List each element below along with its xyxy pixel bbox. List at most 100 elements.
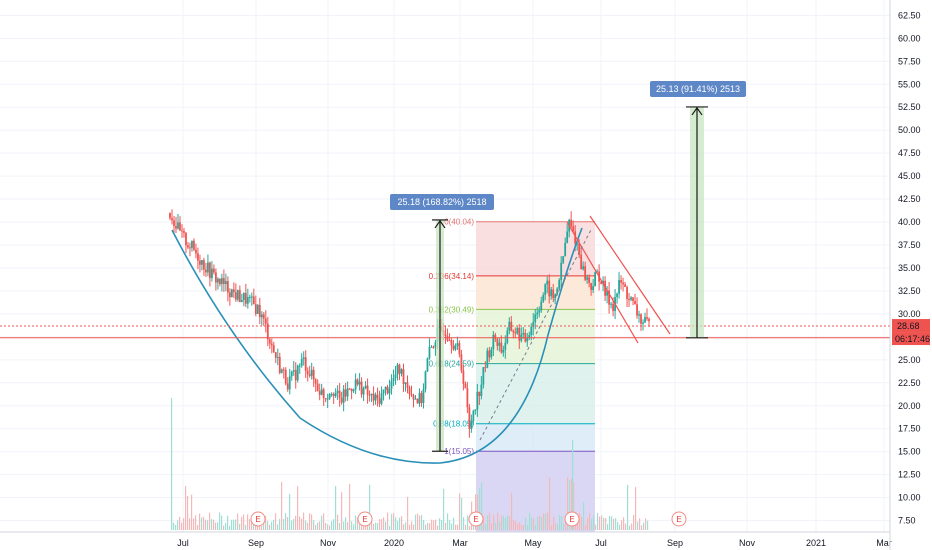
candle-body [268,339,271,344]
volume-bar [415,514,417,530]
x-tick-label: Nov [320,538,337,548]
candle-body [474,409,477,411]
earnings-icon[interactable] [250,511,266,527]
volume-bar [547,512,549,530]
volume-bar [409,524,411,530]
volume-bar [403,524,405,530]
candle-body [530,326,533,335]
earnings-icon[interactable] [468,511,484,527]
candle-body [580,254,583,270]
candle-body [510,321,513,331]
volume-bar [572,440,574,530]
candle-body [234,292,237,300]
volume-bar [395,517,397,530]
volume-bar [273,519,275,530]
volume-bar [355,515,357,530]
channel-upper-line[interactable] [589,215,671,335]
candle-body [532,322,535,327]
candle-body [550,289,553,297]
volume-bar [397,520,399,530]
candle-body [330,394,333,396]
candle-body [488,350,491,358]
candle-body [458,343,461,355]
candle-body [586,277,589,280]
candle-body [346,388,349,397]
trend-dashed-line[interactable] [479,227,593,441]
candle-body [574,231,577,244]
measure-1-badge[interactable] [390,193,494,210]
volume-bar [549,477,551,530]
candle-body [402,369,405,384]
volume-bar [351,521,353,530]
volume-bar [645,518,647,530]
earnings-label: E [255,515,260,524]
candle-body [332,394,335,397]
candle-body [284,369,287,384]
candle-body [480,384,483,396]
volume-bar [317,522,319,530]
candle-body [254,304,257,314]
volume-bar [489,512,491,530]
volume-bar [259,524,261,530]
candle-body [207,262,209,273]
cup-curve-drawing[interactable] [171,227,583,464]
drawings[interactable] [0,215,890,464]
candle-body [244,292,247,304]
volume-bar [481,482,483,530]
candle-body [596,271,599,273]
candle-body [432,346,435,348]
volume-bar [579,512,581,530]
candle-body [270,343,273,346]
volume-bar [249,519,251,530]
volume-bar [187,495,189,530]
channel-lower-line[interactable] [566,221,639,344]
candle-body [185,232,187,246]
volume-bar [245,524,247,530]
candle-body [220,278,223,285]
candle-body [352,389,355,392]
candle-body [175,225,177,229]
earnings-icon[interactable] [671,511,687,527]
candle-body [648,318,650,322]
candle-body [195,249,197,254]
volume-bar [319,521,321,530]
volume-bar [419,515,421,530]
measure-2-badge[interactable] [650,80,746,97]
earnings-icon[interactable] [564,511,580,527]
volume-bar [281,481,283,530]
volume-bar [341,492,343,530]
earnings-icon[interactable] [357,511,373,527]
candle-body [201,260,203,265]
candle-body [179,222,181,231]
candle-body [312,369,315,380]
volume-bar [445,522,447,530]
y-tick-label: 32.50 [898,286,921,296]
candle-body [548,280,551,297]
volume-bar [447,513,449,530]
measure-tools[interactable]: 25.18 (168.82%) 2518 25.13 (91.41%) 2513 [390,80,746,452]
y-tick-label: 25.00 [898,355,921,365]
candle-body [300,358,303,366]
volume-bar [425,524,427,530]
volume-bar [387,512,389,530]
candle-body [504,342,507,350]
candle-body [410,394,413,396]
volume-bar [333,519,335,530]
volume-bar [223,525,225,530]
candle-body [518,328,521,341]
candle-body [191,240,193,248]
measure-1-badge-label: 25.18 (168.82%) 2518 [397,197,486,207]
candle-body [594,272,597,287]
volume-bar [277,524,279,530]
volume-bar [459,493,461,530]
candle-body [290,371,293,377]
candle-body [434,342,437,348]
candle-body [496,338,499,346]
volume-bar [627,484,629,530]
candle-body [209,262,211,279]
candle-body [288,376,291,390]
volume-bar [243,514,245,530]
